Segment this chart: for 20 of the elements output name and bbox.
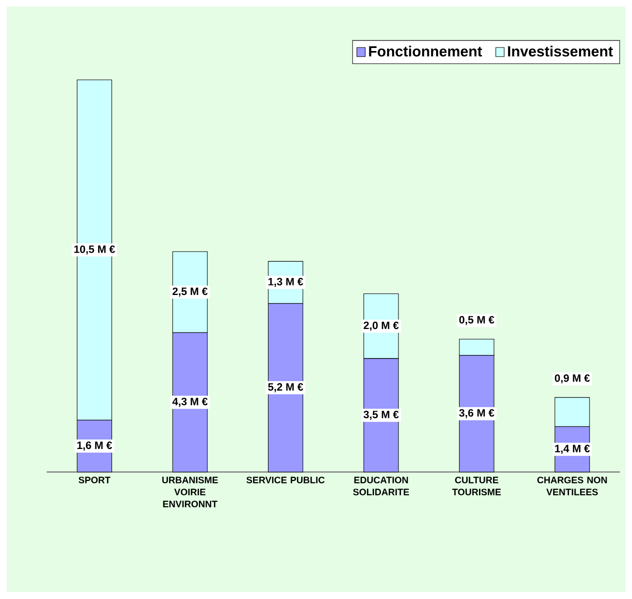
data-label: 5,2 M € <box>268 383 304 392</box>
x-tick-label: CULTURE TOURISME <box>452 476 501 496</box>
x-tick-label: EDUCATION SOLIDARITE <box>353 476 410 496</box>
data-label: 10,5 M € <box>74 246 116 255</box>
data-label: 0,9 M € <box>554 374 590 384</box>
legend-label: Fonctionnement <box>369 46 482 57</box>
data-label: 2,0 M € <box>364 322 399 331</box>
data-label: 3,5 M € <box>364 410 399 420</box>
x-tick-label: SERVICE PUBLIC <box>246 476 325 484</box>
data-label: 1,6 M € <box>77 442 112 451</box>
data-label: 1,4 M € <box>555 444 590 454</box>
data-label: 4,3 M € <box>172 398 208 408</box>
data-label: 2,5 M € <box>172 288 208 297</box>
legend-label: Investissement <box>508 46 613 57</box>
x-tick-label: SPORT <box>78 476 110 484</box>
data-label: 3,6 M € <box>459 409 494 418</box>
x-tick-label: URBANISME VOIRIE ENVIRONNT <box>162 476 218 508</box>
x-tick-label: CHARGES NON VENTILEES <box>537 476 607 496</box>
data-label: 0,5 M € <box>459 316 494 326</box>
data-label: 1,3 M € <box>268 278 304 288</box>
